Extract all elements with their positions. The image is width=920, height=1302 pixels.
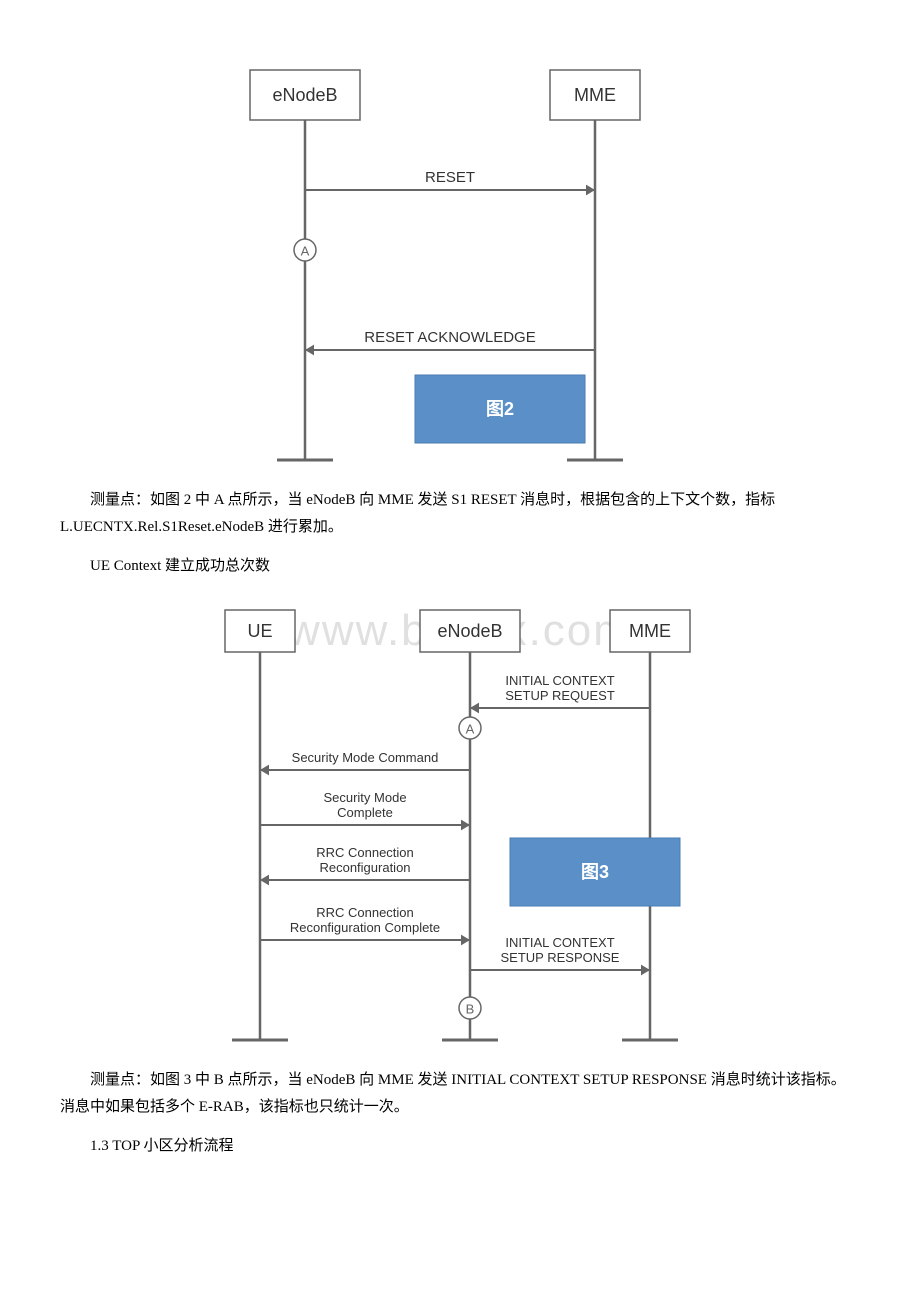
sequence-diagram-3: www.bdocx.comUEeNodeBMMEINITIAL CONTEXTS… (190, 600, 730, 1055)
diagram-2: eNodeB MME RESET RESET ACKNOWLEDGE A 图2 (60, 60, 860, 475)
svg-text:eNodeB: eNodeB (437, 621, 502, 641)
svg-text:INITIAL CONTEXT: INITIAL CONTEXT (505, 673, 614, 688)
svg-text:eNodeB: eNodeB (272, 85, 337, 105)
section-heading-ue-context: UE Context 建立成功总次数 (60, 553, 860, 580)
svg-text:Reconfiguration: Reconfiguration (319, 860, 410, 875)
svg-text:RESET ACKNOWLEDGE: RESET ACKNOWLEDGE (364, 329, 535, 346)
measurement-note-1: 测量点：如图 2 中 A 点所示，当 eNodeB 向 MME 发送 S1 RE… (60, 487, 860, 541)
svg-text:SETUP REQUEST: SETUP REQUEST (505, 688, 615, 703)
svg-text:B: B (466, 1002, 475, 1017)
svg-text:A: A (301, 244, 310, 259)
section-heading-1-3: 1.3 TOP 小区分析流程 (60, 1133, 860, 1160)
svg-text:Complete: Complete (337, 805, 393, 820)
svg-text:图3: 图3 (581, 862, 609, 882)
svg-text:RESET: RESET (425, 169, 475, 186)
svg-text:UE: UE (247, 621, 272, 641)
svg-text:图2: 图2 (486, 399, 514, 419)
svg-text:Security Mode: Security Mode (323, 790, 406, 805)
svg-text:MME: MME (629, 621, 671, 641)
diagram-3: www.bdocx.comUEeNodeBMMEINITIAL CONTEXTS… (60, 600, 860, 1055)
svg-text:SETUP RESPONSE: SETUP RESPONSE (501, 950, 620, 965)
svg-text:RRC Connection: RRC Connection (316, 905, 414, 920)
svg-text:RRC Connection: RRC Connection (316, 845, 414, 860)
svg-text:Security Mode Command: Security Mode Command (292, 750, 439, 765)
svg-text:INITIAL CONTEXT: INITIAL CONTEXT (505, 935, 614, 950)
svg-text:A: A (466, 722, 475, 737)
measurement-note-2: 测量点：如图 3 中 B 点所示，当 eNodeB 向 MME 发送 INITI… (60, 1067, 860, 1121)
sequence-diagram-2: eNodeB MME RESET RESET ACKNOWLEDGE A 图2 (215, 60, 705, 475)
svg-text:Reconfiguration Complete: Reconfiguration Complete (290, 920, 440, 935)
svg-text:MME: MME (574, 85, 616, 105)
